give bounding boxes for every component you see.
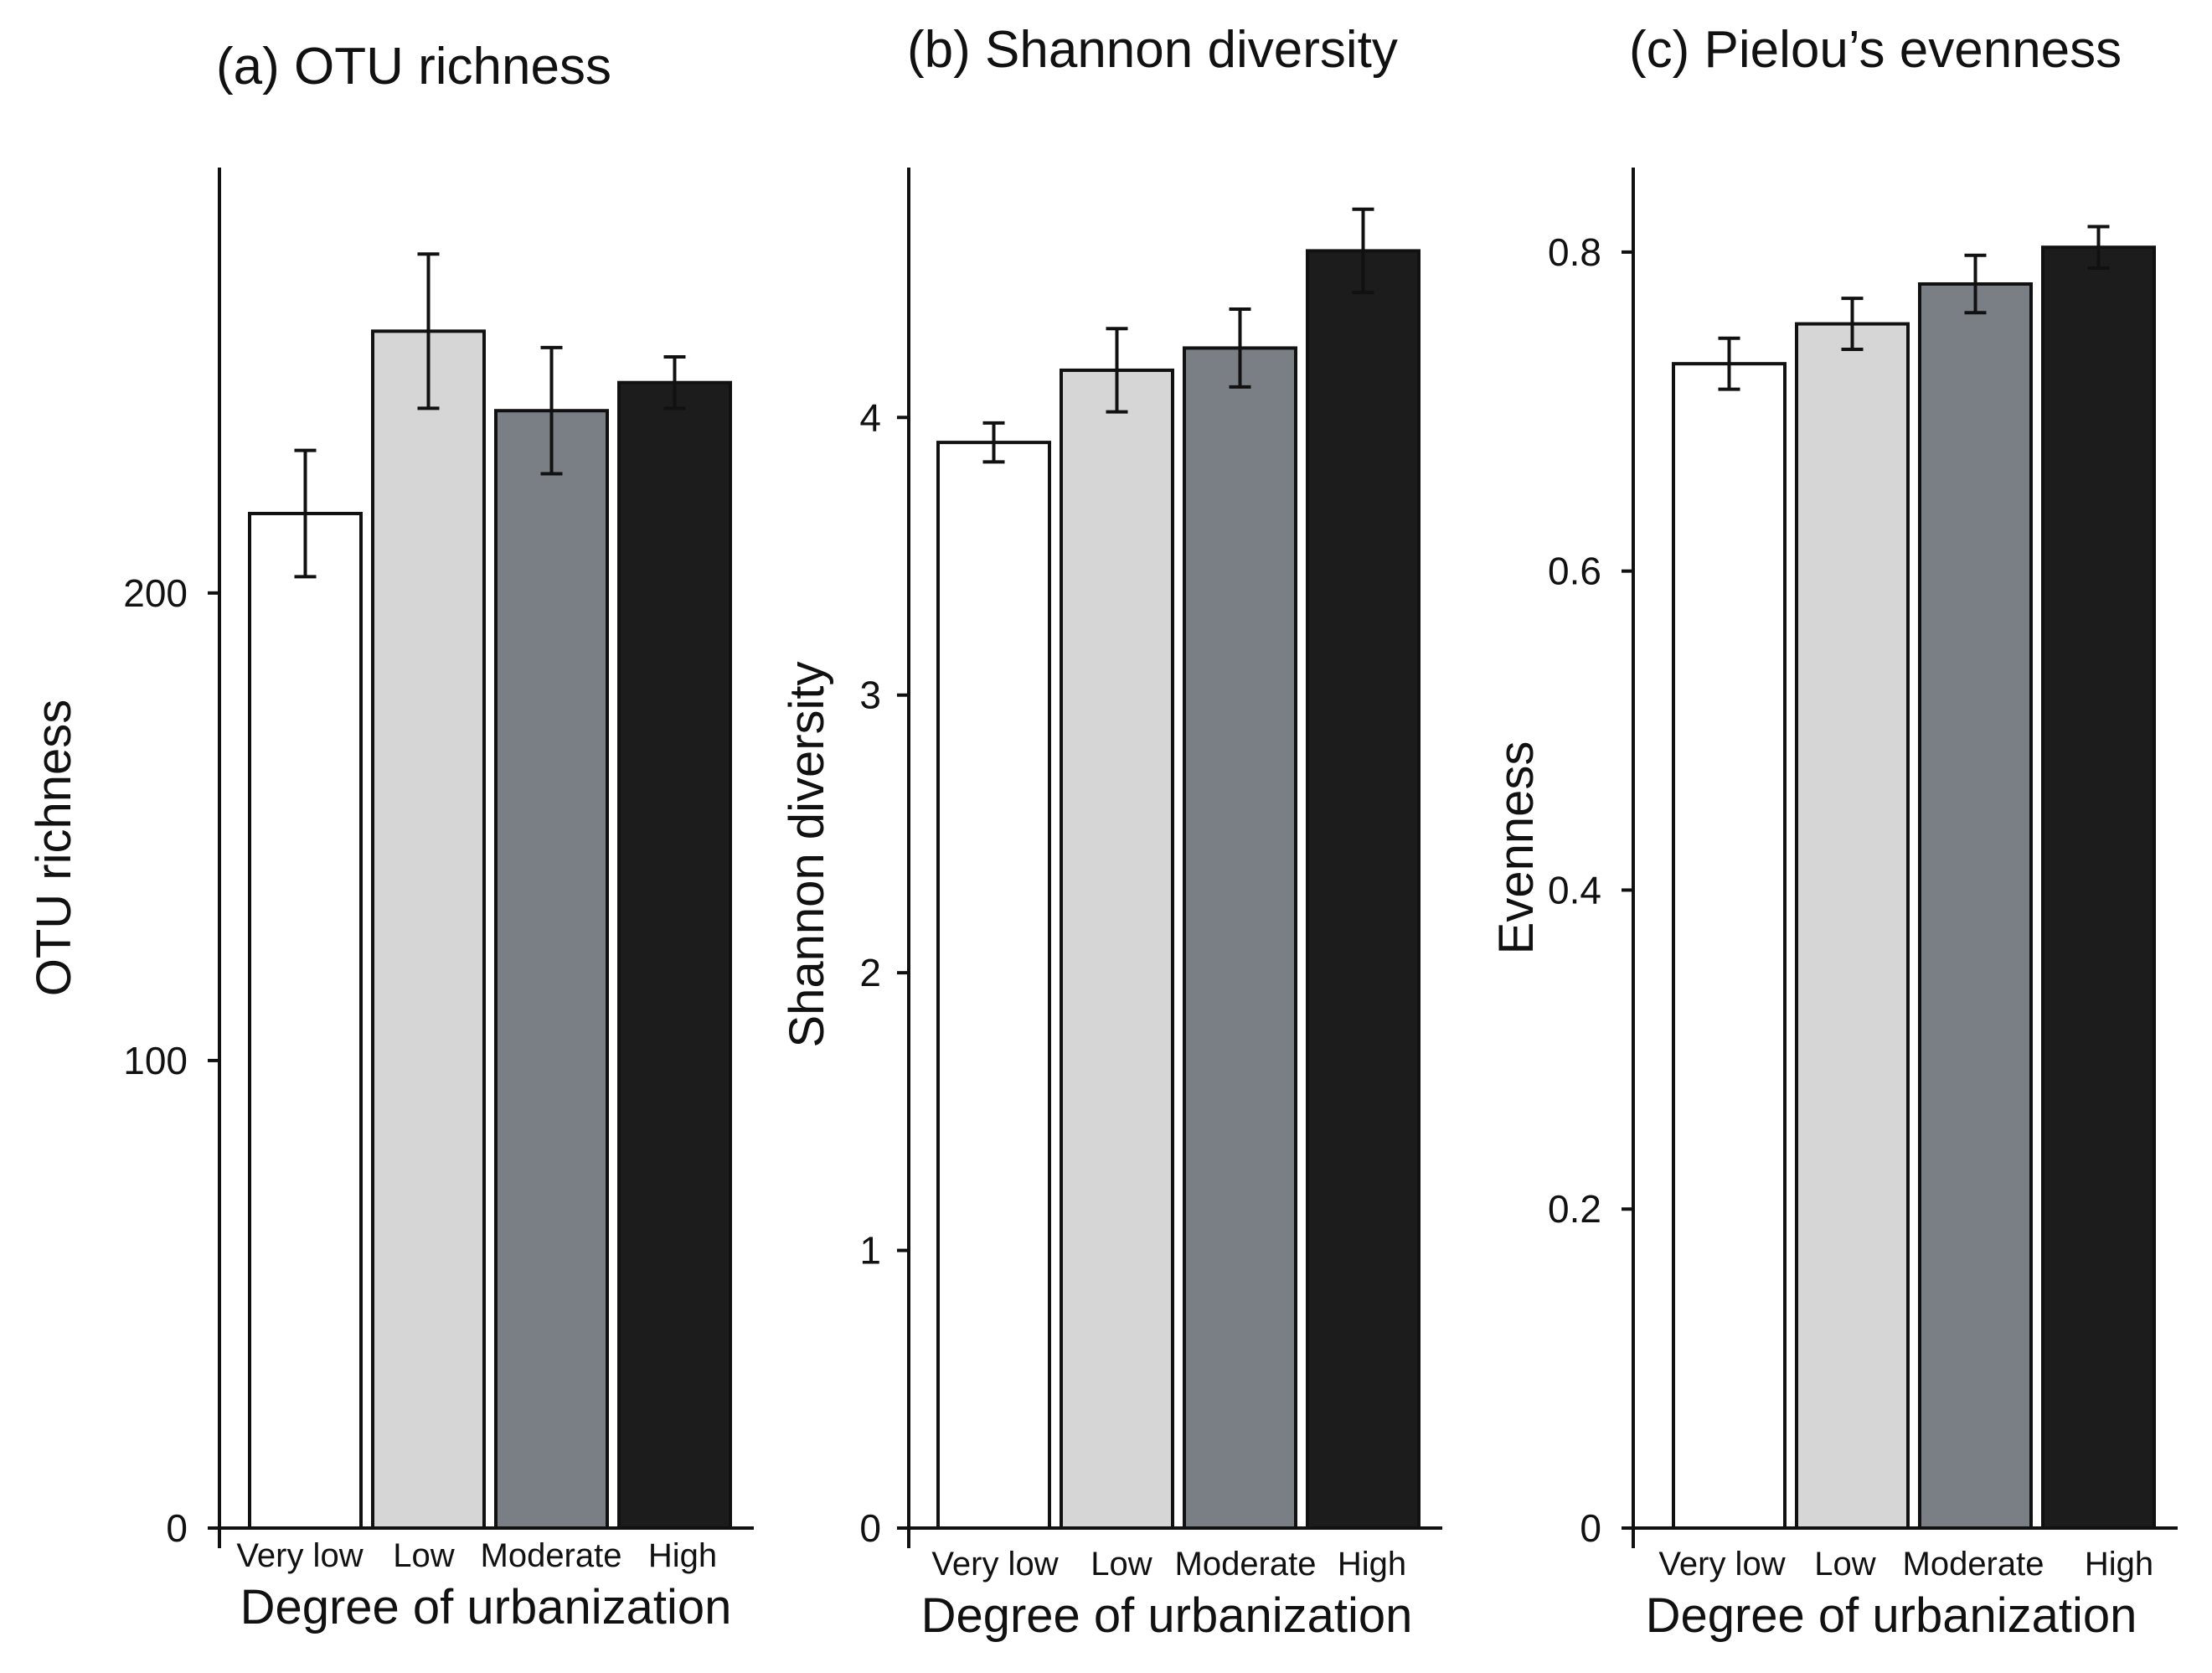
- y-tick-label: 0: [166, 1506, 188, 1550]
- y-tick-label: 100: [123, 1039, 188, 1082]
- bar-low: [1795, 322, 1910, 1531]
- bar-very-low: [248, 511, 363, 1530]
- panel-pielou-evenness: (c) Pielou’s evenness Evenness Degree of u…: [1489, 21, 2178, 1643]
- y-tick-label: 0: [1580, 1506, 1601, 1550]
- x-tick-label: Very low: [1658, 1546, 1785, 1583]
- y-tick-label: 0: [859, 1506, 881, 1550]
- bar-low: [1060, 368, 1174, 1530]
- x-axis-label: Degree of urbanization: [1646, 1588, 2137, 1643]
- x-tick-label: High: [648, 1537, 717, 1574]
- chart-title: (a) OTU richness: [216, 38, 611, 96]
- bar-low: [371, 329, 486, 1531]
- bar-moderate: [494, 409, 609, 1530]
- bar-moderate: [1183, 346, 1297, 1530]
- y-tick-label: 2: [859, 951, 881, 994]
- chart-title: (c) Pielou’s evenness: [1629, 21, 2122, 79]
- bar-high: [617, 380, 732, 1531]
- y-tick-label: 4: [859, 395, 881, 439]
- panel-otu-richness: (a) OTU richness OTU richness Degree of ur…: [27, 38, 754, 1634]
- y-tick-label: 0.8: [1548, 230, 1601, 274]
- bar-high: [1306, 249, 1421, 1530]
- y-tick-label: 3: [859, 674, 881, 717]
- y-tick-label: 1: [859, 1229, 881, 1273]
- x-tick-label: Moderate: [1175, 1546, 1317, 1583]
- y-axis-label: Evenness: [1489, 741, 1544, 955]
- y-axis-label: Shannon diversity: [780, 661, 834, 1047]
- bar-moderate: [1918, 281, 2033, 1530]
- x-axis-label: Degree of urbanization: [921, 1588, 1413, 1643]
- x-tick-label: Moderate: [481, 1537, 622, 1574]
- x-tick-label: Low: [1091, 1546, 1152, 1583]
- y-tick-label: 0.2: [1548, 1187, 1601, 1231]
- y-tick-label: 0.6: [1548, 550, 1601, 593]
- panel-shannon-diversity: (b) Shannon diversity Shannon diversity De…: [780, 21, 1442, 1643]
- x-tick-label: Low: [393, 1537, 454, 1574]
- x-tick-label: High: [2085, 1546, 2153, 1583]
- x-tick-label: High: [1338, 1546, 1406, 1583]
- bar-very-low: [1672, 362, 1787, 1530]
- y-axis-label: OTU richness: [27, 700, 81, 997]
- bar-high: [2041, 245, 2156, 1530]
- x-tick-label: Low: [1814, 1546, 1875, 1583]
- x-tick-label: Very low: [236, 1537, 363, 1574]
- chart-title: (b) Shannon diversity: [907, 21, 1398, 79]
- x-tick-label: Very low: [931, 1546, 1058, 1583]
- bar-very-low: [936, 441, 1051, 1530]
- y-tick-label: 200: [123, 571, 188, 615]
- x-tick-label: Moderate: [1903, 1546, 2044, 1583]
- x-axis-label: Degree of urbanization: [240, 1580, 732, 1634]
- y-tick-label: 0.4: [1548, 868, 1601, 911]
